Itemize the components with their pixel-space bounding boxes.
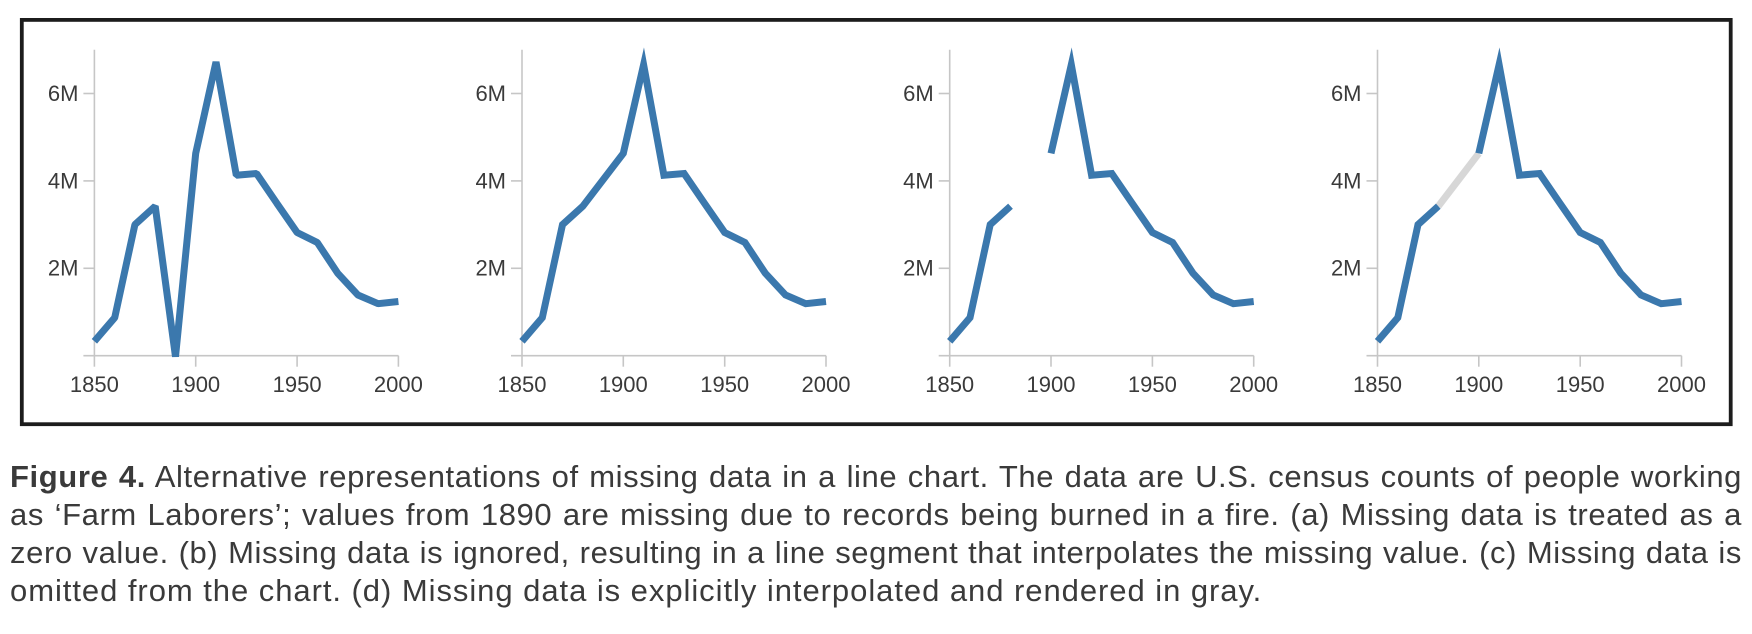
svg-text:1900: 1900 xyxy=(171,372,220,397)
svg-text:1850: 1850 xyxy=(1353,372,1402,397)
svg-text:2000: 2000 xyxy=(374,372,423,397)
svg-text:1900: 1900 xyxy=(1454,372,1503,397)
svg-text:2M: 2M xyxy=(903,256,934,281)
svg-text:6M: 6M xyxy=(48,81,79,106)
svg-text:1950: 1950 xyxy=(1556,372,1605,397)
svg-text:1900: 1900 xyxy=(599,372,648,397)
svg-text:6M: 6M xyxy=(475,81,506,106)
svg-text:6M: 6M xyxy=(1331,81,1362,106)
svg-text:1950: 1950 xyxy=(273,372,322,397)
svg-text:1900: 1900 xyxy=(1027,372,1076,397)
svg-text:4M: 4M xyxy=(48,168,79,193)
svg-text:1850: 1850 xyxy=(70,372,119,397)
svg-text:2M: 2M xyxy=(1331,256,1362,281)
svg-text:1850: 1850 xyxy=(498,372,547,397)
svg-text:1950: 1950 xyxy=(700,372,749,397)
svg-text:4M: 4M xyxy=(475,168,506,193)
svg-text:2000: 2000 xyxy=(802,372,851,397)
svg-text:2000: 2000 xyxy=(1229,372,1278,397)
svg-text:2000: 2000 xyxy=(1657,372,1706,397)
svg-text:1950: 1950 xyxy=(1128,372,1177,397)
svg-text:2M: 2M xyxy=(48,256,79,281)
svg-text:1850: 1850 xyxy=(925,372,974,397)
svg-text:4M: 4M xyxy=(903,168,934,193)
svg-text:2M: 2M xyxy=(475,256,506,281)
svg-text:6M: 6M xyxy=(903,81,934,106)
svg-text:4M: 4M xyxy=(1331,168,1362,193)
